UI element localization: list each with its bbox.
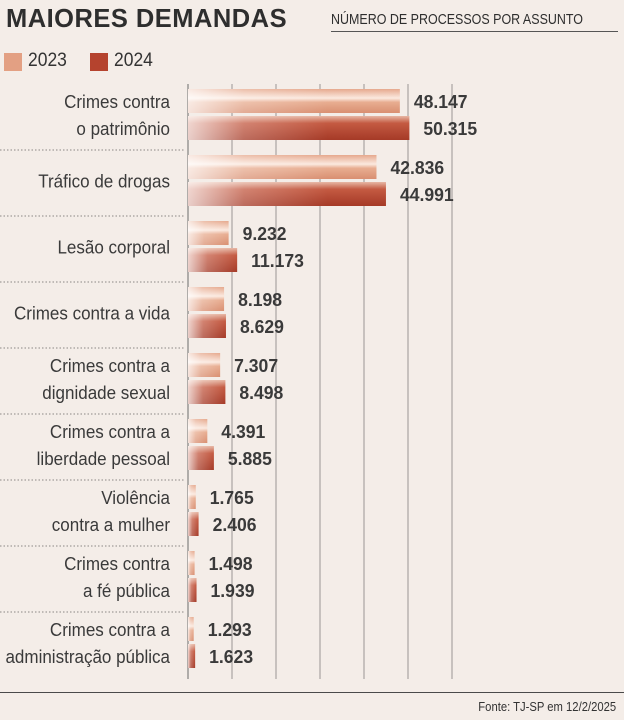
footer-rule: [0, 692, 624, 693]
chart-header: MAIORES DEMANDAS NÚMERO DE PROCESSOS POR…: [0, 0, 624, 40]
category-label: liberdade pessoal: [37, 448, 170, 469]
category-label: Violência: [101, 487, 170, 508]
bar-shine-2024: [188, 182, 328, 206]
bar-shine-2024: [188, 512, 199, 536]
bar-shine-2023: [188, 89, 328, 113]
bar-shine-2023: [188, 617, 194, 641]
value-label-2024: 8.498: [239, 383, 283, 404]
bars: [188, 89, 410, 668]
value-label-2024: 50.315: [423, 119, 477, 140]
bar-shine-2024: [188, 380, 226, 404]
value-label-2024: 8.629: [240, 317, 284, 338]
category-label: Tráfico de drogas: [38, 171, 170, 192]
category-label: Crimes contra: [64, 553, 170, 574]
value-label-2023: 1.498: [209, 554, 253, 575]
category-label: Crimes contra a: [50, 421, 170, 442]
value-label-2024: 44.991: [400, 185, 454, 206]
bar-shine-2024: [188, 644, 196, 668]
category-label: Crimes contra a vida: [14, 303, 170, 324]
bar-shine-2024: [188, 578, 197, 602]
value-label-2023: 1.293: [208, 620, 252, 641]
bar-shine-2023: [188, 353, 221, 377]
value-label-2024: 1.623: [209, 647, 253, 668]
legend-label-2023: 2023: [28, 50, 67, 71]
value-label-2023: 1.765: [210, 488, 254, 509]
value-label-2023: 8.198: [238, 290, 282, 311]
value-label-2023: 48.147: [414, 92, 468, 113]
category-label: a fé pública: [83, 580, 170, 601]
legend-swatch-2023: [4, 53, 22, 71]
legend-label-2024: 2024: [114, 50, 153, 71]
category-label: dignidade sexual: [42, 382, 170, 403]
value-label-2023: 4.391: [221, 422, 265, 443]
category-label: Crimes contra: [64, 91, 170, 112]
category-label: Crimes contra a: [50, 355, 170, 376]
subtitle-underline: [331, 31, 618, 32]
value-label-2024: 2.406: [213, 515, 257, 536]
value-label-2024: 1.939: [211, 581, 255, 602]
labels: Crimes contra o patrimônio 48.147 50.315 Trá…: [5, 91, 477, 667]
bar-shine-2023: [188, 419, 208, 443]
category-label: administração pública: [5, 646, 170, 667]
category-label: contra a mulher: [52, 514, 170, 535]
category-label: Crimes contra a: [50, 619, 170, 640]
value-label-2024: 11.173: [251, 251, 304, 272]
value-label-2023: 7.307: [234, 356, 278, 377]
category-label: o patrimônio: [76, 118, 170, 139]
bar-shine-2024: [188, 248, 238, 272]
chart-title: MAIORES DEMANDAS: [6, 3, 288, 33]
source-note: Fonte: TJ-SP em 12/2/2025: [478, 700, 616, 714]
value-label-2024: 5.885: [228, 449, 272, 470]
value-label-2023: 42.836: [390, 158, 444, 179]
bar-shine-2024: [188, 446, 214, 470]
chart-subtitle: NÚMERO DE PROCESSOS POR ASSUNTO: [331, 12, 583, 28]
legend-swatch-2024: [90, 53, 108, 71]
bar-shine-2024: [188, 116, 328, 140]
value-label-2023: 9.232: [243, 224, 287, 245]
bar-shine-2024: [188, 314, 226, 338]
category-label: Lesão corporal: [57, 237, 170, 258]
bar-shine-2023: [188, 155, 328, 179]
bar-shine-2023: [188, 551, 195, 575]
bar-shine-2023: [188, 221, 229, 245]
category-separators: [0, 149, 184, 613]
bar-chart: Crimes contra o patrimônio 48.147 50.315 Trá…: [0, 84, 477, 679]
bar-shine-2023: [188, 287, 225, 311]
bar-shine-2023: [188, 485, 196, 509]
